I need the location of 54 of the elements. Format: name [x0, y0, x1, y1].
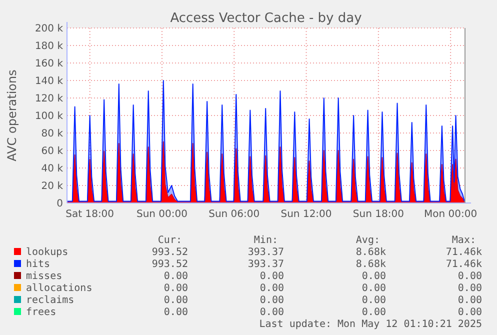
x-tick-label: Sun 18:00 [352, 209, 404, 220]
text: 0.00 [260, 271, 284, 282]
chart-title: Access Vector Cache - by day [170, 11, 362, 26]
text: 0.00 [164, 283, 188, 294]
legend-label: reclaims [26, 295, 74, 306]
x-tick-label: Sun 12:00 [280, 209, 332, 220]
text: 8.68k [356, 259, 386, 270]
text: Cur: [158, 235, 182, 246]
text: 993.52 [152, 259, 188, 270]
text: 993.52 [152, 247, 188, 258]
text: 0.00 [260, 283, 284, 294]
y-tick-label: 140 k [34, 76, 64, 87]
text: Max: [452, 235, 476, 246]
text: 0.00 [260, 295, 284, 306]
text: 0.00 [362, 283, 386, 294]
text: 393.37 [248, 259, 284, 270]
y-tick-label: 40 k [41, 164, 64, 174]
y-axis-title: AVC operations [5, 70, 19, 162]
y-tick-label: 120 k [34, 94, 64, 104]
text: 0.00 [362, 271, 386, 282]
text: 71.46k [446, 247, 482, 258]
legend-label: hits [26, 259, 50, 270]
legend-label: lookups [26, 247, 68, 258]
text: 0.00 [164, 307, 188, 318]
y-tick-label: 180 k [34, 41, 64, 52]
text: 393.37 [248, 247, 284, 258]
text: 0.00 [164, 271, 188, 282]
text: Avg: [356, 235, 380, 246]
x-tick-label: Sun 00:00 [136, 209, 188, 220]
legend-label: allocations [26, 283, 92, 294]
text: Last update: Mon May 12 01:10:21 2025 [259, 319, 482, 330]
x-tick-label: Sun 06:00 [208, 209, 260, 220]
text: 0.00 [362, 295, 386, 306]
x-tick-label: Sat 18:00 [66, 209, 114, 220]
text: 0.00 [260, 307, 284, 318]
y-tick-label: 60 k [41, 146, 64, 157]
y-tick-label: 100 k [34, 111, 64, 122]
text: 0.00 [164, 295, 188, 306]
y-tick-label: 200 k [34, 24, 64, 34]
text: 0.00 [458, 307, 482, 318]
text: 8.68k [356, 247, 386, 258]
text: 0.00 [362, 307, 386, 318]
y-tick-label: 160 k [34, 58, 64, 70]
text: 71.46k [446, 259, 482, 270]
legend-label: misses [26, 271, 62, 282]
text: 0.00 [458, 295, 482, 306]
text: 0.00 [458, 271, 482, 282]
text: 0.00 [458, 283, 482, 294]
y-tick-label: 20 k [41, 181, 64, 192]
legend-label: frees [26, 307, 56, 318]
text: Min: [254, 235, 278, 246]
y-tick-label: 80 k [41, 128, 64, 140]
y-tick-label: 0 [56, 198, 63, 210]
x-tick-label: Mon 00:00 [424, 209, 478, 220]
